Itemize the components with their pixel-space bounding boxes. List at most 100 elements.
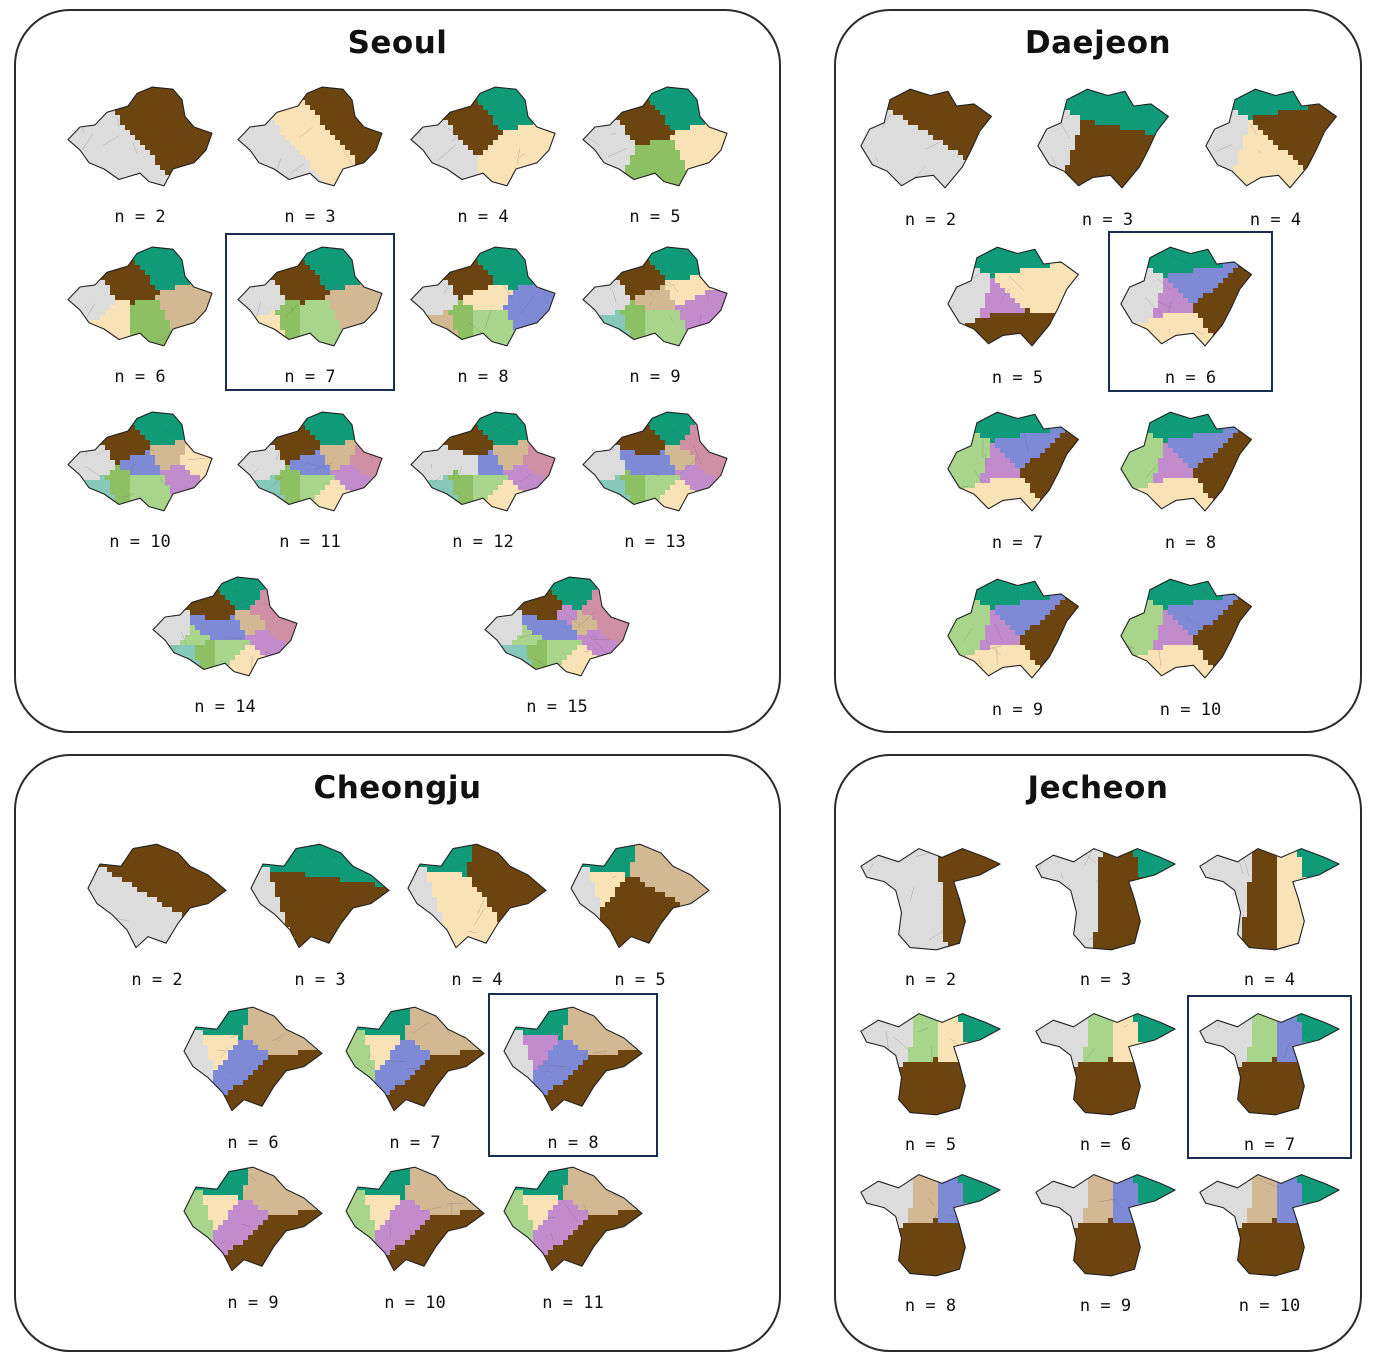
map-cheongju-7: n = 8 xyxy=(498,1005,648,1155)
region-map xyxy=(860,1013,1001,1116)
region-map xyxy=(237,86,383,187)
map-cheongju-3: n = 4 xyxy=(402,842,552,992)
map-label: n = 3 xyxy=(1033,970,1178,990)
map-label: n = 13 xyxy=(580,532,730,552)
panel-title: Cheongju xyxy=(16,770,779,806)
region-map xyxy=(183,1166,323,1272)
map-label: n = 10 xyxy=(1197,1296,1342,1316)
map-jecheon-3: n = 4 xyxy=(1197,842,1342,992)
map-label: n = 15 xyxy=(482,697,632,717)
map-jecheon-7: n = 8 xyxy=(858,1168,1003,1318)
map-label: n = 2 xyxy=(858,970,1003,990)
map-seoul-13: n = 14 xyxy=(150,575,300,719)
map-cheongju-5: n = 6 xyxy=(178,1005,328,1155)
region-map xyxy=(87,843,227,949)
region-map xyxy=(484,576,630,677)
map-seoul-11: n = 12 xyxy=(408,410,558,554)
region-map xyxy=(947,246,1079,347)
map-label: n = 11 xyxy=(498,1293,648,1313)
region-map xyxy=(947,578,1079,679)
region-map xyxy=(1199,848,1340,951)
map-label: n = 5 xyxy=(580,207,730,227)
map-cheongju-4: n = 5 xyxy=(565,842,715,992)
map-label: n = 10 xyxy=(1118,700,1263,720)
map-jecheon-2: n = 3 xyxy=(1033,842,1178,992)
map-label: n = 3 xyxy=(245,970,395,990)
map-label: n = 11 xyxy=(235,532,385,552)
map-jecheon-9: n = 10 xyxy=(1197,1168,1342,1318)
region-map xyxy=(410,86,556,187)
map-daejeon-8: n = 9 xyxy=(945,575,1090,722)
region-map xyxy=(345,1006,485,1112)
map-label: n = 12 xyxy=(408,532,558,552)
region-map xyxy=(410,411,556,512)
map-label: n = 6 xyxy=(1118,368,1263,388)
map-label: n = 6 xyxy=(178,1133,328,1153)
region-map xyxy=(582,246,728,347)
region-map xyxy=(67,246,213,347)
map-seoul-9: n = 10 xyxy=(65,410,215,554)
map-daejeon-1: n = 2 xyxy=(858,85,1003,232)
map-seoul-8: n = 9 xyxy=(580,245,730,389)
map-jecheon-8: n = 9 xyxy=(1033,1168,1178,1318)
map-cheongju-6: n = 7 xyxy=(340,1005,490,1155)
region-map xyxy=(1120,246,1252,347)
region-map xyxy=(1035,848,1176,951)
region-map xyxy=(152,576,298,677)
map-label: n = 3 xyxy=(235,207,385,227)
region-map xyxy=(570,843,710,949)
panel-title: Seoul xyxy=(16,25,779,61)
map-daejeon-3: n = 4 xyxy=(1203,85,1348,232)
highlight-box xyxy=(1108,231,1273,392)
panel-title: Daejeon xyxy=(836,25,1360,61)
region-map xyxy=(503,1166,643,1272)
region-map xyxy=(947,411,1079,512)
region-map xyxy=(1199,1013,1340,1116)
region-map xyxy=(503,1006,643,1112)
map-jecheon-1: n = 2 xyxy=(858,842,1003,992)
map-label: n = 9 xyxy=(1033,1296,1178,1316)
map-seoul-3: n = 4 xyxy=(408,85,558,229)
map-label: n = 2 xyxy=(65,207,215,227)
map-label: n = 14 xyxy=(150,697,300,717)
region-map xyxy=(1120,578,1252,679)
region-map xyxy=(1037,88,1169,189)
map-cheongju-10: n = 11 xyxy=(498,1165,648,1315)
map-daejeon-5: n = 6 xyxy=(1118,243,1263,390)
map-cheongju-8: n = 9 xyxy=(178,1165,328,1315)
map-daejeon-2: n = 3 xyxy=(1035,85,1180,232)
map-label: n = 2 xyxy=(82,970,232,990)
map-label: n = 8 xyxy=(858,1296,1003,1316)
map-label: n = 5 xyxy=(565,970,715,990)
region-map xyxy=(237,411,383,512)
map-daejeon-9: n = 10 xyxy=(1118,575,1263,722)
map-seoul-10: n = 11 xyxy=(235,410,385,554)
region-map xyxy=(582,86,728,187)
region-map xyxy=(1205,88,1337,189)
region-map xyxy=(1120,411,1252,512)
map-label: n = 3 xyxy=(1035,210,1180,230)
region-map xyxy=(1035,1013,1176,1116)
map-seoul-7: n = 8 xyxy=(408,245,558,389)
region-map xyxy=(67,86,213,187)
map-label: n = 5 xyxy=(945,368,1090,388)
highlight-box xyxy=(488,993,658,1157)
map-seoul-6: n = 7 xyxy=(235,245,385,389)
map-daejeon-4: n = 5 xyxy=(945,243,1090,390)
map-jecheon-6: n = 7 xyxy=(1197,1007,1342,1157)
map-label: n = 10 xyxy=(340,1293,490,1313)
highlight-box xyxy=(1187,995,1352,1159)
panel-title: Jecheon xyxy=(836,770,1360,806)
region-map xyxy=(67,411,213,512)
map-label: n = 8 xyxy=(408,367,558,387)
map-daejeon-7: n = 8 xyxy=(1118,408,1263,555)
map-seoul-4: n = 5 xyxy=(580,85,730,229)
map-label: n = 9 xyxy=(580,367,730,387)
map-label: n = 6 xyxy=(1033,1135,1178,1155)
region-map xyxy=(183,1006,323,1112)
map-cheongju-9: n = 10 xyxy=(340,1165,490,1315)
map-cheongju-2: n = 3 xyxy=(245,842,395,992)
map-label: n = 4 xyxy=(1203,210,1348,230)
map-label: n = 8 xyxy=(1118,533,1263,553)
region-map xyxy=(345,1166,485,1272)
